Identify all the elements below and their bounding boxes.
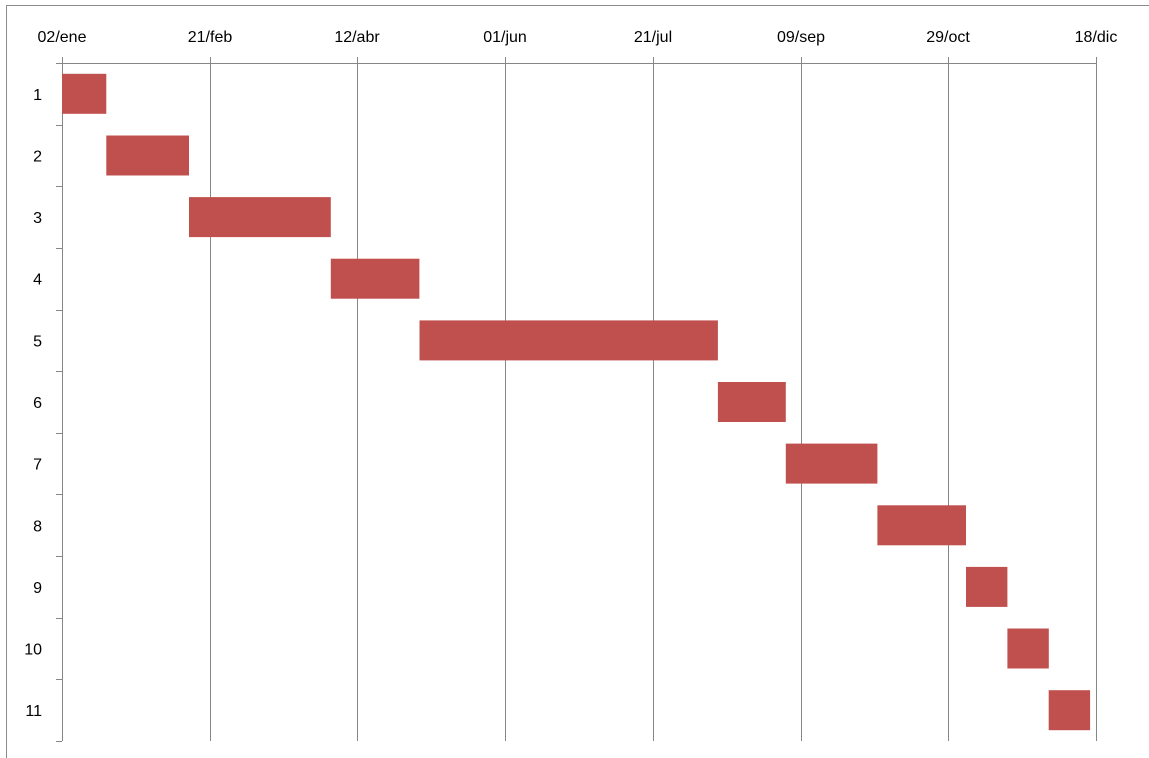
task-bar <box>966 566 1008 607</box>
x-tick-label: 29/oct <box>926 29 970 46</box>
axes <box>56 57 1096 742</box>
y-tick-label: 7 <box>33 457 42 474</box>
task-bars <box>62 73 1091 731</box>
task-bar <box>877 505 966 546</box>
y-tick-label: 5 <box>33 333 42 350</box>
y-tick-label: 9 <box>33 580 42 597</box>
y-tick-label: 10 <box>24 642 42 659</box>
y-tick-label: 11 <box>25 703 42 720</box>
y-tick-label: 4 <box>33 272 42 289</box>
x-tick-label: 09/sep <box>777 29 825 46</box>
chart-area <box>6 5 1149 758</box>
y-tick-label: 3 <box>33 210 42 227</box>
x-tick-label: 18/dic <box>1075 29 1118 46</box>
x-tick-label: 01/jun <box>483 29 527 46</box>
y-tick-labels: 1 2 3 4 5 6 7 8 9 10 11 <box>24 87 42 720</box>
task-bar <box>785 443 878 484</box>
task-bar <box>330 258 420 299</box>
y-tick-label: 6 <box>33 395 42 412</box>
y-tick-label: 1 <box>33 87 42 104</box>
task-bar <box>1007 628 1049 669</box>
y-tick-label: 2 <box>33 149 42 166</box>
task-bar <box>62 73 107 114</box>
task-bar <box>1048 690 1091 731</box>
x-tick-labels: 02/ene 21/feb 12/abr 01/jun 21/jul 09/sep 29/o… <box>38 29 1118 46</box>
vertical-gridlines <box>210 57 1097 741</box>
task-bar <box>419 320 718 361</box>
x-tick-label: 02/ene <box>38 29 87 46</box>
x-tick-label: 12/abr <box>334 29 380 46</box>
y-tick-label: 8 <box>33 518 42 535</box>
task-bar <box>717 382 786 422</box>
task-bar <box>189 197 331 238</box>
x-tick-label: 21/jul <box>634 29 672 46</box>
x-tick-label: 21/feb <box>188 29 233 46</box>
task-bar <box>106 135 189 176</box>
